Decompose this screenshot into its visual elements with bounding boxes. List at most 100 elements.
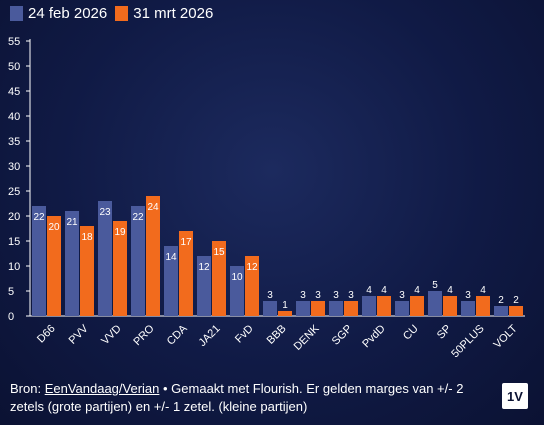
bar xyxy=(197,256,211,316)
data-label: 10 xyxy=(231,272,243,283)
category-label: FvD xyxy=(233,323,256,346)
y-tick-label: 15 xyxy=(8,236,20,248)
bar xyxy=(131,206,145,316)
bar xyxy=(509,306,523,316)
category-label: PVV xyxy=(67,322,92,347)
data-label: 2 xyxy=(513,295,519,306)
bar xyxy=(113,221,127,316)
y-tick-label: 30 xyxy=(8,161,20,173)
data-label: 3 xyxy=(315,290,321,301)
y-tick-label: 45 xyxy=(8,86,20,98)
data-label: 18 xyxy=(81,232,93,243)
bar xyxy=(212,241,226,316)
y-tick-label: 0 xyxy=(8,311,14,323)
category-label: DENK xyxy=(292,322,323,353)
category-label: D66 xyxy=(35,323,58,346)
data-label: 20 xyxy=(48,222,60,233)
legend-swatch-31-mrt xyxy=(115,6,129,21)
legend-item-24-feb[interactable]: 24 feb 2026 xyxy=(10,5,107,22)
bar xyxy=(494,306,508,316)
y-tick-label: 20 xyxy=(8,211,20,223)
data-label: 3 xyxy=(348,290,354,301)
bar xyxy=(329,301,343,316)
bar xyxy=(164,246,178,316)
y-tick-label: 25 xyxy=(8,186,20,198)
bar xyxy=(296,301,310,316)
legend-label-24-feb: 24 feb 2026 xyxy=(28,5,108,22)
data-label: 24 xyxy=(147,202,159,213)
bar xyxy=(146,196,160,316)
bar xyxy=(428,291,442,316)
data-label: 5 xyxy=(432,280,438,291)
category-label: JA21 xyxy=(196,323,222,349)
data-label: 21 xyxy=(66,217,78,228)
legend-label-31-mrt: 31 mrt 2026 xyxy=(133,5,214,22)
category-label: VVD xyxy=(99,323,124,348)
bar xyxy=(461,301,475,316)
bar xyxy=(311,301,325,316)
bar xyxy=(377,296,391,316)
data-label: 15 xyxy=(213,247,225,258)
legend-swatch-24-feb xyxy=(10,6,23,21)
y-tick-label: 35 xyxy=(8,136,20,148)
data-label: 3 xyxy=(267,290,273,301)
bar xyxy=(230,266,244,316)
category-label: PRO xyxy=(131,322,157,348)
legend-item-31-mrt[interactable]: 31 mrt 2026 xyxy=(115,5,213,22)
category-label: SGP xyxy=(330,323,355,348)
bar xyxy=(362,296,376,316)
data-label: 23 xyxy=(99,207,111,218)
bar-chart: 05101520253035404550552220D662118PVV2319… xyxy=(8,36,523,360)
data-label: 3 xyxy=(399,290,405,301)
footer-source-prefix: Bron: xyxy=(10,381,45,396)
category-label: PvdD xyxy=(360,323,388,351)
category-label: VOLT xyxy=(491,323,519,351)
bar xyxy=(47,216,61,316)
eenvandaag-logo: 1V xyxy=(502,383,528,409)
bar xyxy=(476,296,490,316)
data-label: 22 xyxy=(33,212,45,223)
bar xyxy=(410,296,424,316)
data-label: 3 xyxy=(300,290,306,301)
bar xyxy=(245,256,259,316)
data-label: 4 xyxy=(447,285,453,296)
chart-footer: Bron: EenVandaag/Verian • Gemaakt met Fl… xyxy=(10,380,480,416)
bar xyxy=(32,206,46,316)
category-label: CDA xyxy=(165,322,190,347)
data-label: 19 xyxy=(114,227,126,238)
data-label: 4 xyxy=(366,285,372,296)
data-label: 12 xyxy=(246,262,258,273)
y-tick-label: 10 xyxy=(8,261,20,273)
bar xyxy=(344,301,358,316)
bar xyxy=(263,301,277,316)
data-label: 4 xyxy=(414,285,420,296)
category-label: CU xyxy=(401,323,421,343)
data-label: 17 xyxy=(180,237,192,248)
data-label: 3 xyxy=(465,290,471,301)
bar xyxy=(395,301,409,316)
chart-legend: 24 feb 2026 31 mrt 2026 xyxy=(10,5,221,22)
category-label: 50PLUS xyxy=(449,323,486,360)
bar xyxy=(278,311,292,316)
data-label: 1 xyxy=(282,300,288,311)
data-label: 12 xyxy=(198,262,210,273)
data-label: 3 xyxy=(333,290,339,301)
category-label: BBB xyxy=(265,323,289,347)
bar xyxy=(98,201,112,316)
footer-source-text: • Gemaakt met Flourish. Er gelden marges… xyxy=(10,381,464,414)
y-tick-label: 55 xyxy=(8,36,20,48)
data-label: 22 xyxy=(132,212,144,223)
data-label: 4 xyxy=(381,285,387,296)
footer-source-link[interactable]: EenVandaag/Verian xyxy=(44,381,160,396)
y-tick-label: 5 xyxy=(8,286,14,298)
bar xyxy=(443,296,457,316)
data-label: 4 xyxy=(480,285,486,296)
y-tick-label: 40 xyxy=(8,111,20,123)
bar xyxy=(80,226,94,316)
bar xyxy=(179,231,193,316)
y-tick-label: 50 xyxy=(8,61,20,73)
data-label: 14 xyxy=(165,252,177,263)
bar xyxy=(65,211,79,316)
category-label: SP xyxy=(435,323,454,342)
data-label: 2 xyxy=(498,295,504,306)
